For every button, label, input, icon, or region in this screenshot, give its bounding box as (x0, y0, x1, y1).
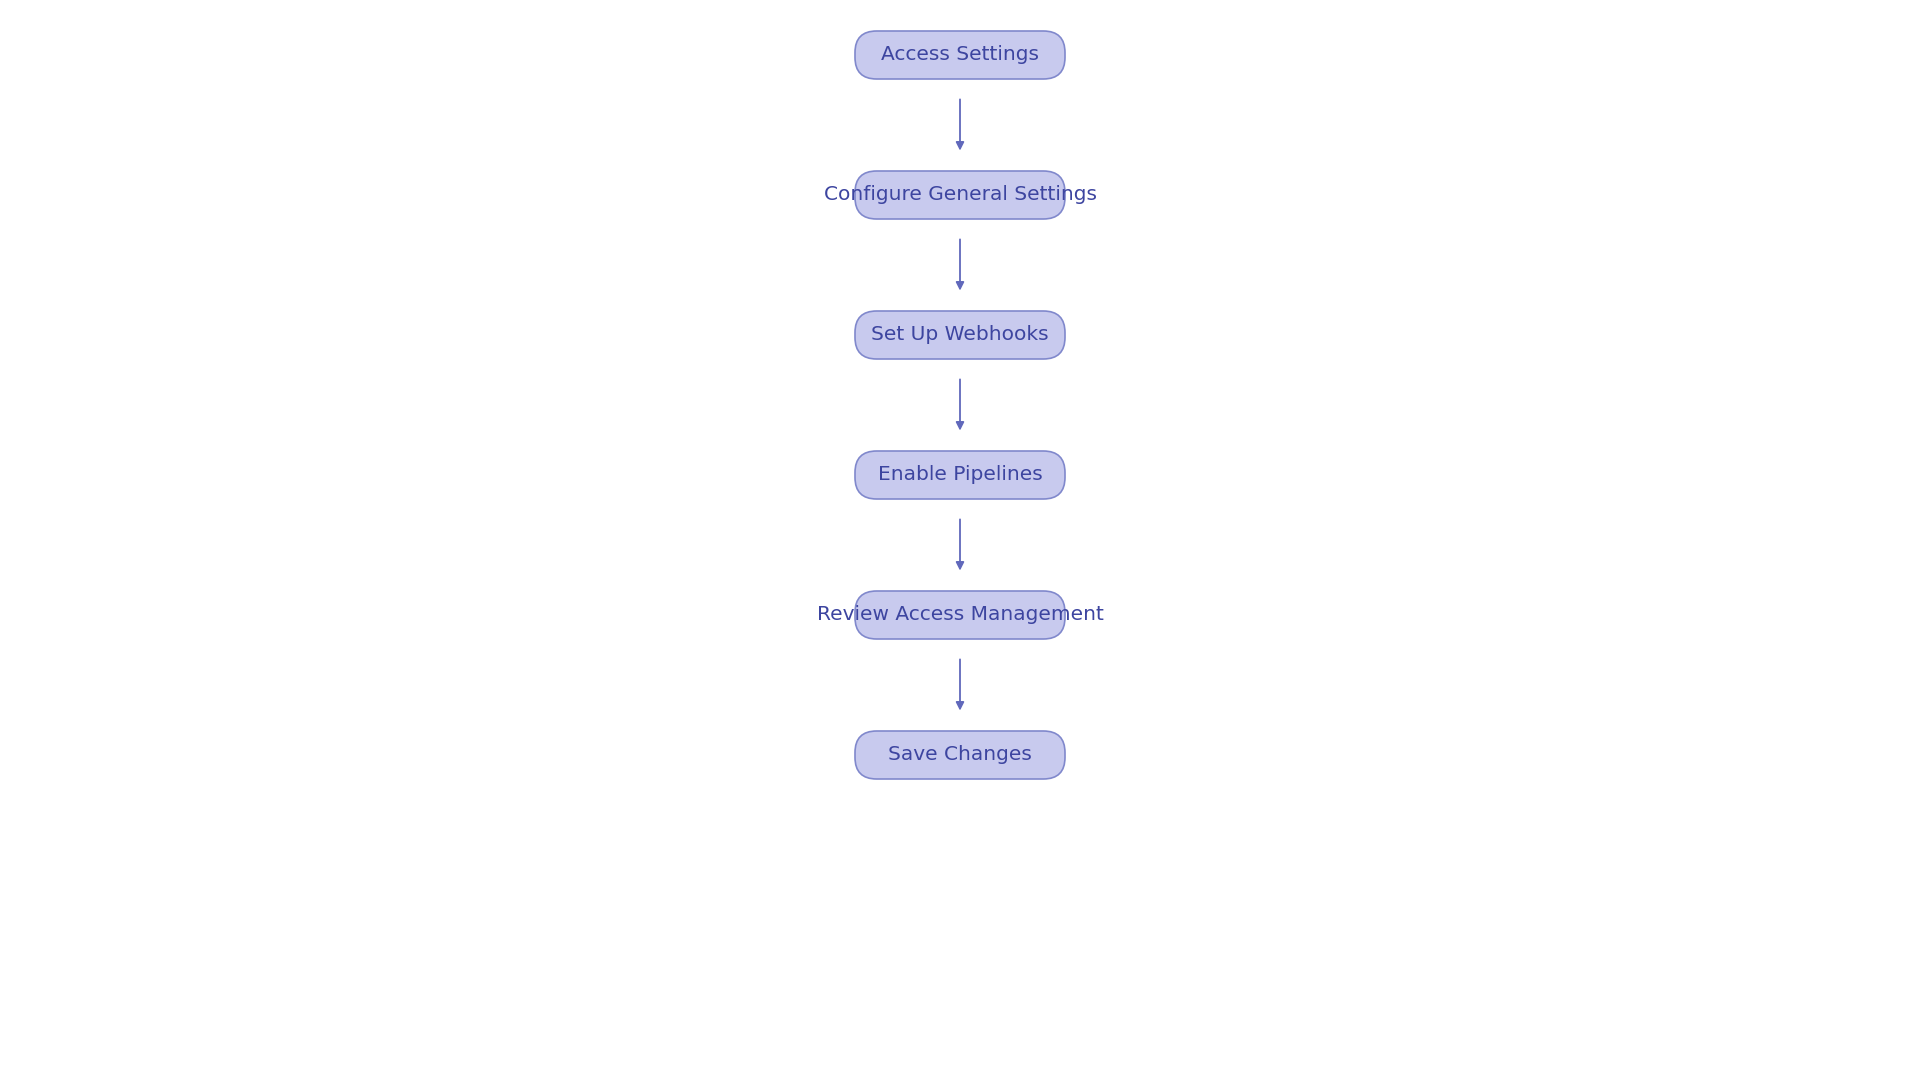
FancyBboxPatch shape (854, 591, 1066, 639)
Text: Review Access Management: Review Access Management (816, 605, 1104, 625)
FancyBboxPatch shape (854, 311, 1066, 358)
Text: Configure General Settings: Configure General Settings (824, 185, 1096, 205)
Text: Set Up Webhooks: Set Up Webhooks (872, 326, 1048, 344)
FancyBboxPatch shape (854, 451, 1066, 499)
Text: Access Settings: Access Settings (881, 45, 1039, 65)
Text: Enable Pipelines: Enable Pipelines (877, 466, 1043, 484)
FancyBboxPatch shape (854, 31, 1066, 79)
Text: Save Changes: Save Changes (889, 745, 1031, 765)
FancyBboxPatch shape (854, 171, 1066, 219)
FancyBboxPatch shape (854, 731, 1066, 779)
